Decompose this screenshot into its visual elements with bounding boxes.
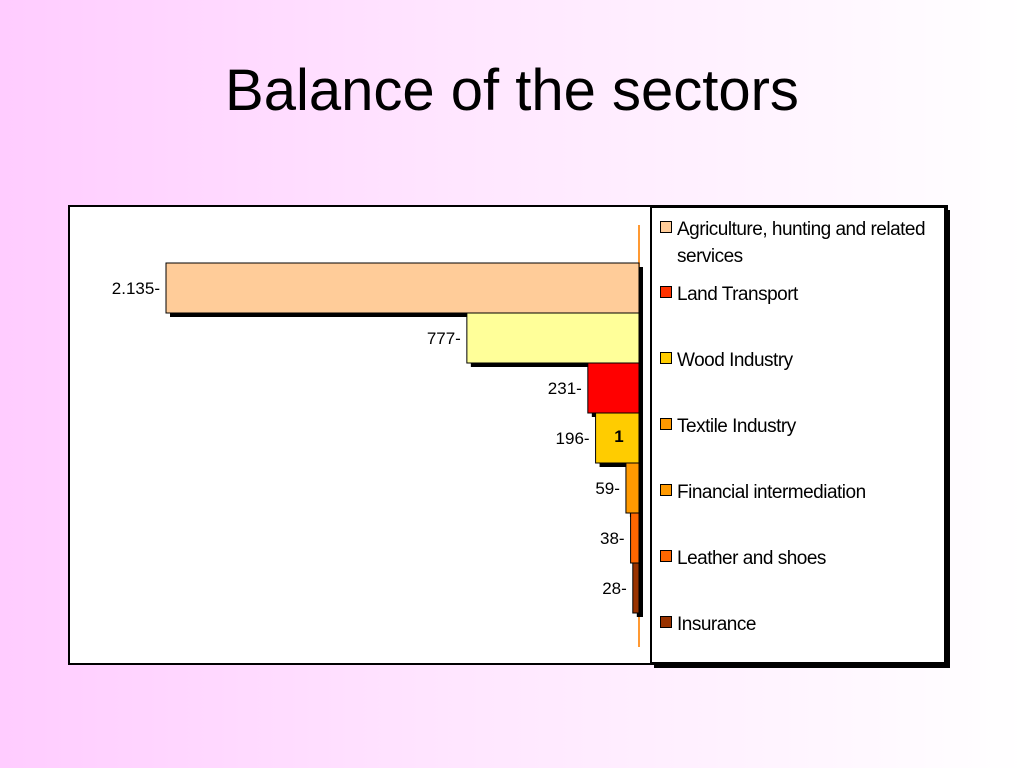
category-label: 1 — [614, 427, 623, 446]
value-label: 38- — [600, 529, 625, 548]
value-label: 28- — [602, 579, 627, 598]
bar-3 — [587, 362, 640, 414]
legend-label: Financial intermediation — [677, 482, 866, 503]
value-label: 196- — [556, 429, 590, 448]
legend-swatch — [660, 616, 672, 628]
bar-shadow — [636, 567, 643, 617]
slide-title: Balance of the sectors — [225, 58, 799, 123]
legend-label: Insurance — [677, 614, 756, 635]
bar-2 — [466, 312, 640, 364]
value-label: 777- — [427, 329, 461, 348]
bar-7 — [632, 562, 640, 614]
legend-label: Leather and shoes — [677, 548, 826, 569]
legend-label: Wood Industry — [677, 350, 793, 371]
value-label: 59- — [595, 479, 620, 498]
legend-swatch — [660, 221, 672, 233]
legend-label: Textile Industry — [677, 416, 796, 437]
value-label: 231- — [548, 379, 582, 398]
value-label: 2.135- — [112, 279, 160, 298]
legend-swatch — [660, 286, 672, 298]
bar-chart: 2.135- 777- 231- 196- 59- 38- 28- 1 — [112, 225, 643, 647]
legend-swatch — [660, 550, 672, 562]
legend-swatch — [660, 484, 672, 496]
legend-swatch — [660, 352, 672, 364]
legend-label: Land Transport — [677, 284, 798, 305]
bar-5 — [625, 462, 640, 514]
legend-swatch — [660, 418, 672, 430]
bar-6 — [630, 512, 640, 564]
bar-4 — [595, 412, 640, 464]
chart-legend: Agriculture, hunting and related service… — [650, 206, 946, 664]
legend-label: Agriculture, hunting and related service… — [677, 219, 926, 267]
bar-1 — [165, 262, 640, 314]
